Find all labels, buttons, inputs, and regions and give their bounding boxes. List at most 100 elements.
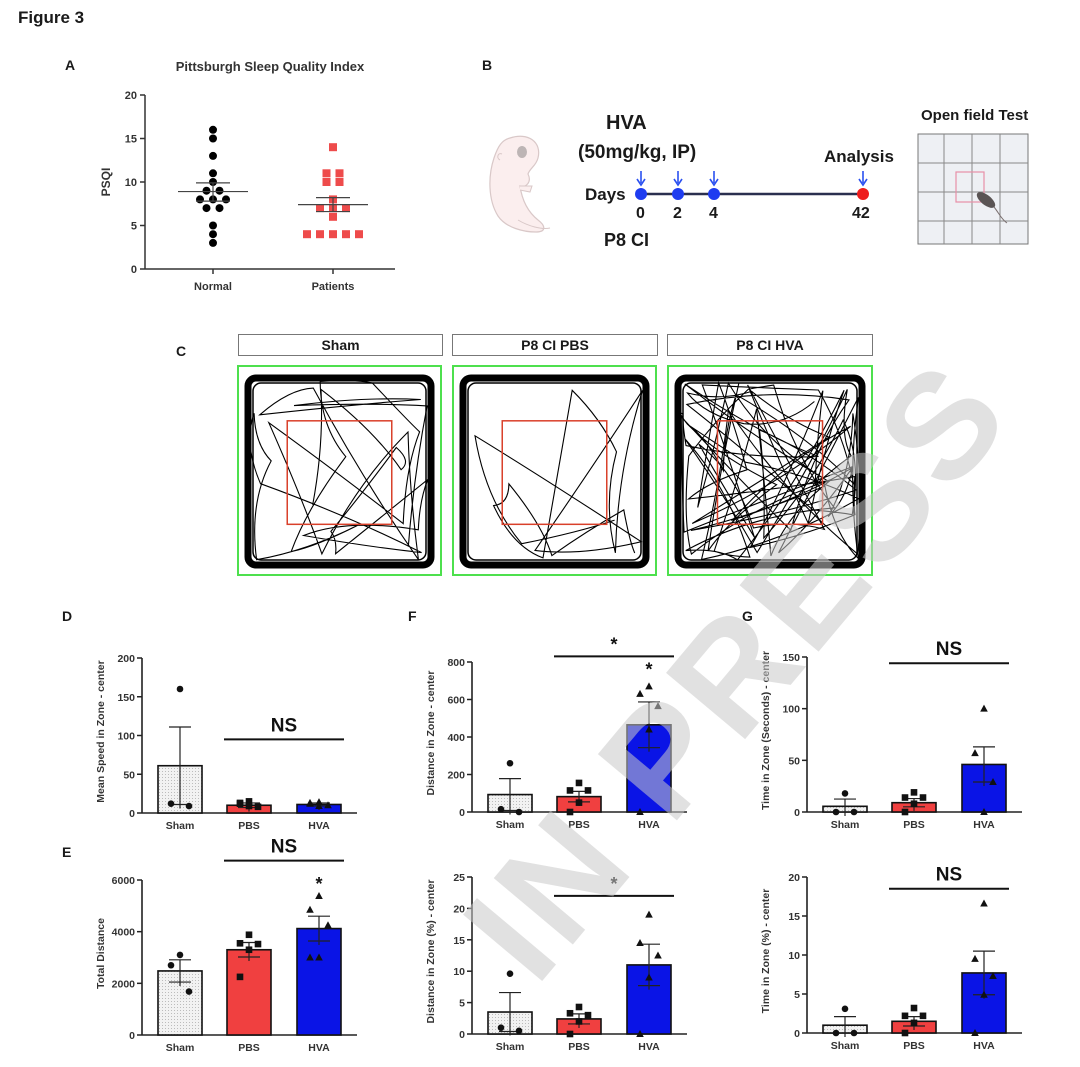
- distance-in-zone-chart: 0 200 400 600 800 Distance in Zone - center Sh…: [425, 635, 687, 831]
- data-point: [316, 204, 324, 213]
- y-tick-label: 5: [794, 989, 800, 1001]
- data-point: [245, 802, 253, 810]
- day-label: 2: [673, 205, 682, 222]
- data-point: [306, 905, 314, 913]
- data-point: [506, 759, 514, 767]
- data-point: [910, 800, 918, 808]
- data-point: [654, 702, 662, 710]
- y-tick-label: 0: [794, 807, 800, 819]
- y-tick-label: 200: [117, 653, 135, 665]
- y-tick-label: 25: [453, 872, 465, 884]
- panel-letter-f: F: [408, 608, 417, 624]
- data-point: [636, 1030, 644, 1037]
- x-tick-label: PBS: [903, 1040, 925, 1052]
- timepoint-day-2: [672, 188, 684, 200]
- data-point: [215, 186, 224, 195]
- panel-letter-a: A: [65, 57, 76, 73]
- y-tick-label: 600: [447, 695, 465, 707]
- timepoint-day-0: [635, 188, 647, 200]
- data-point: [215, 204, 224, 213]
- data-point: [176, 685, 184, 693]
- x-tick-label: HVA: [973, 1040, 995, 1052]
- x-tick-label: HVA: [638, 1041, 660, 1053]
- y-tick-label: 400: [447, 732, 465, 744]
- edge-track: [252, 382, 427, 561]
- data-point: [989, 972, 997, 980]
- movement-track: [249, 380, 430, 561]
- start-label: P8 CI: [604, 230, 650, 250]
- y-tick-label: 100: [117, 731, 135, 743]
- y-tick-label: 6000: [112, 875, 136, 887]
- data-point: [245, 798, 253, 805]
- condition-label-hva: P8 CI HVA: [667, 334, 873, 356]
- data-point: [342, 204, 350, 213]
- y-tick-label: 0: [129, 1030, 135, 1042]
- data-point: [167, 800, 175, 807]
- significance-label: NS: [936, 865, 962, 886]
- data-point: [654, 951, 662, 959]
- data-point: [832, 808, 840, 816]
- data-point: [506, 970, 514, 978]
- y-tick-label: 2000: [112, 978, 136, 990]
- y-tick-label: 50: [123, 769, 135, 781]
- significance-label: NS: [271, 838, 297, 858]
- y-axis-label: Time in Zone (Seconds) - center: [760, 651, 772, 810]
- movement-track: [680, 380, 861, 561]
- center-zone: [716, 420, 824, 526]
- condition-label-sham: Sham: [238, 334, 443, 356]
- data-point: [575, 779, 583, 787]
- analysis-label: Analysis: [824, 147, 894, 166]
- data-point: [497, 805, 505, 813]
- data-point: [236, 939, 244, 947]
- data-point: [515, 1027, 523, 1035]
- y-axis-label: Time in Zone (%) - center: [760, 889, 772, 1014]
- data-point: [566, 787, 574, 794]
- significance-label: *: [610, 635, 617, 654]
- center-zone: [501, 420, 608, 526]
- timepoint-day-42: [857, 188, 869, 200]
- data-point: [910, 1019, 918, 1027]
- x-tick-label: PBS: [568, 819, 590, 831]
- y-tick-label: 800: [447, 657, 465, 669]
- data-point: [980, 808, 988, 815]
- data-point: [355, 230, 363, 239]
- y-tick-label: 0: [131, 264, 137, 276]
- data-point: [497, 1024, 505, 1032]
- chart-title: Pittsburgh Sleep Quality Index: [176, 59, 365, 74]
- day-label: 4: [709, 205, 718, 222]
- psqi-scatter-chart: Pittsburgh Sleep Quality Index 0 5 10 15 20 PS…: [99, 59, 395, 293]
- data-point: [209, 238, 217, 247]
- data-point: [342, 230, 350, 239]
- data-point: [575, 799, 583, 806]
- y-tick-label: 15: [453, 935, 465, 947]
- data-point: [315, 892, 323, 900]
- data-point: [645, 973, 653, 981]
- total-distance-chart: 0 2000 4000 6000 Total Distance Sham PBS HVA NS *: [95, 838, 357, 1054]
- x-tick-label: PBS: [568, 1041, 590, 1053]
- y-tick-label: 0: [794, 1028, 800, 1040]
- y-tick-label: 15: [125, 134, 137, 146]
- panel-letter-b: B: [482, 57, 493, 73]
- x-tick-label: Patients: [312, 281, 355, 293]
- data-point: [209, 178, 217, 186]
- y-tick-label: 5: [459, 998, 465, 1010]
- data-point: [322, 169, 331, 178]
- figure-title: Figure 3: [18, 8, 85, 27]
- y-tick-label: 150: [117, 692, 135, 704]
- data-point: [236, 799, 244, 807]
- y-tick-label: 5: [131, 221, 137, 233]
- mean-speed-chart: 0 50 100 150 200 Mean Speed in Zone - center S…: [95, 653, 357, 832]
- edge-track: [244, 374, 435, 569]
- x-tick-label: Sham: [496, 819, 525, 831]
- data-point: [980, 990, 988, 998]
- data-point: [841, 1005, 849, 1013]
- data-point: [910, 789, 918, 796]
- data-point: [566, 1009, 574, 1017]
- condition-label-pbs: P8 CI PBS: [452, 334, 658, 356]
- data-point: [329, 212, 337, 221]
- data-point: [636, 808, 644, 815]
- data-point: [167, 961, 175, 969]
- time-in-zone-seconds-chart: 0 50 100 150 Time in Zone (Seconds) - center…: [760, 639, 1022, 831]
- injection-arrow-icon: [636, 171, 646, 187]
- x-tick-label: Sham: [166, 820, 195, 832]
